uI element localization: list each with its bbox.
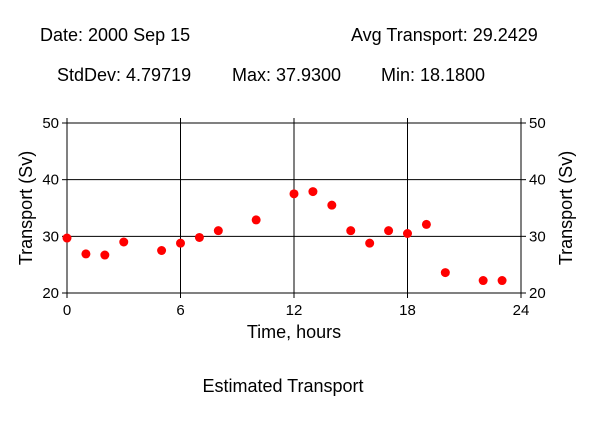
x-axis-label: Time, hours <box>247 322 341 342</box>
y-tick-label-left: 40 <box>42 172 59 189</box>
data-point <box>81 249 91 259</box>
y-axis-label-right: Transport (Sv) <box>556 151 576 265</box>
data-point <box>62 233 72 243</box>
x-tick-label: 24 <box>513 302 530 319</box>
data-point <box>440 268 450 278</box>
y-tick-label-left: 50 <box>42 115 59 132</box>
stddev-label: StdDev: 4.79719 <box>57 65 192 85</box>
x-tick-label: 18 <box>399 302 416 319</box>
y-tick-label-right: 30 <box>529 228 546 245</box>
avg-transport-label: Avg Transport: 29.2429 <box>351 25 538 45</box>
data-point <box>176 238 185 248</box>
data-point <box>365 238 375 248</box>
data-point <box>421 219 431 229</box>
data-point <box>346 226 356 236</box>
data-point <box>384 226 394 236</box>
x-tick-label: 12 <box>286 302 303 319</box>
data-point <box>308 187 318 197</box>
data-point <box>497 276 507 286</box>
y-tick-label-left: 20 <box>42 285 59 302</box>
y-tick-label-right: 50 <box>529 115 546 132</box>
data-point <box>119 237 129 247</box>
y-tick-label-right: 20 <box>529 285 546 302</box>
date-label: Date: 2000 Sep 15 <box>40 25 191 45</box>
x-tick-label: 0 <box>63 302 71 319</box>
data-point <box>194 232 204 242</box>
data-point <box>403 229 412 238</box>
data-points <box>62 187 507 286</box>
y-axis-label-left: Transport (Sv) <box>16 151 36 265</box>
data-point <box>289 189 299 199</box>
data-point <box>100 250 110 260</box>
max-label: Max: 37.9300 <box>232 65 342 85</box>
data-point <box>157 246 167 255</box>
data-point <box>213 226 223 236</box>
min-label: Min: 18.1800 <box>381 65 486 85</box>
grid-lines <box>67 123 521 293</box>
x-tick-label: 6 <box>176 302 184 319</box>
y-tick-label-left: 30 <box>42 228 59 245</box>
chart-title: Estimated Transport <box>202 376 363 396</box>
data-point <box>478 276 488 286</box>
data-point <box>327 200 337 210</box>
y-tick-label-right: 40 <box>529 172 546 189</box>
data-point <box>251 215 261 225</box>
